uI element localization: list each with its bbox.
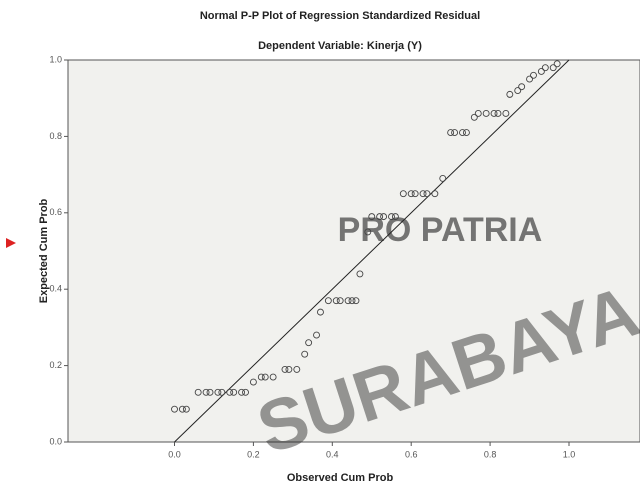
point: [447, 129, 455, 137]
y-tick-label: 0.4: [49, 284, 62, 294]
point: [506, 90, 514, 98]
point: [336, 297, 344, 305]
point: [301, 350, 309, 358]
point: [242, 388, 249, 396]
point: [368, 213, 376, 221]
point: [451, 129, 459, 137]
point: [518, 83, 526, 91]
arrow-marker: [6, 238, 16, 248]
chart-title: Normal P-P Plot of Regression Standardiz…: [200, 10, 480, 22]
y-tick-label: 0.6: [49, 207, 62, 217]
point: [553, 60, 561, 68]
x-tick-label: 1.0: [563, 449, 576, 459]
point: [226, 388, 234, 396]
point: [494, 110, 502, 117]
x-axis-label: Observed Cum Prob: [287, 472, 394, 484]
point: [388, 213, 395, 221]
point: [439, 174, 447, 182]
point: [470, 113, 478, 121]
watermark: PRO PATRIA: [338, 211, 543, 249]
point: [171, 405, 178, 413]
point: [391, 213, 399, 221]
point: [462, 129, 470, 137]
point: [459, 129, 466, 137]
point: [407, 190, 415, 198]
point: [530, 71, 537, 79]
y-tick-label: 0.8: [49, 131, 62, 141]
point: [423, 190, 431, 198]
reference-line: [174, 59, 570, 443]
point: [249, 378, 257, 386]
point: [490, 110, 498, 117]
point: [182, 405, 190, 413]
point: [380, 213, 388, 221]
point: [332, 297, 340, 305]
point: [482, 110, 490, 117]
plot-area: [67, 59, 640, 443]
point: [541, 64, 549, 72]
point: [549, 64, 557, 72]
point: [178, 405, 186, 413]
point: [285, 365, 293, 373]
point: [376, 213, 384, 221]
point: [399, 190, 407, 198]
point: [537, 68, 545, 75]
x-tick-label: 0.4: [326, 449, 339, 459]
point: [411, 190, 419, 198]
chart-subtitle: Dependent Variable: Kinerja (Y): [258, 40, 422, 52]
point: [502, 110, 510, 117]
point: [348, 297, 356, 305]
point: [257, 373, 265, 381]
x-tick-label: 0.6: [405, 449, 418, 459]
point: [194, 388, 202, 396]
point: [261, 373, 269, 381]
x-tick-label: 0.8: [484, 449, 497, 459]
point: [214, 388, 222, 396]
y-tick-label: 1.0: [49, 54, 62, 64]
point: [293, 365, 301, 373]
y-tick-label: 0.2: [49, 360, 62, 370]
point: [352, 297, 360, 305]
point: [218, 388, 226, 396]
point: [364, 228, 372, 236]
point: [344, 297, 352, 305]
point: [514, 87, 522, 95]
point: [305, 339, 313, 347]
point: [238, 388, 246, 396]
x-tick-label: 0.2: [247, 449, 260, 459]
point: [281, 365, 289, 373]
y-axis-label: Expected Cum Prob: [38, 198, 50, 303]
point: [526, 75, 533, 83]
point: [313, 331, 320, 339]
y-tick-label: 0.0: [49, 436, 62, 446]
point: [317, 308, 324, 316]
point: [431, 190, 439, 198]
point: [230, 388, 238, 396]
point: [474, 110, 482, 117]
point: [356, 270, 364, 278]
x-tick-label: 0.0: [168, 449, 181, 459]
point: [419, 190, 427, 198]
point: [324, 297, 332, 305]
point: [269, 373, 277, 381]
point: [202, 388, 210, 396]
point: [206, 388, 214, 396]
